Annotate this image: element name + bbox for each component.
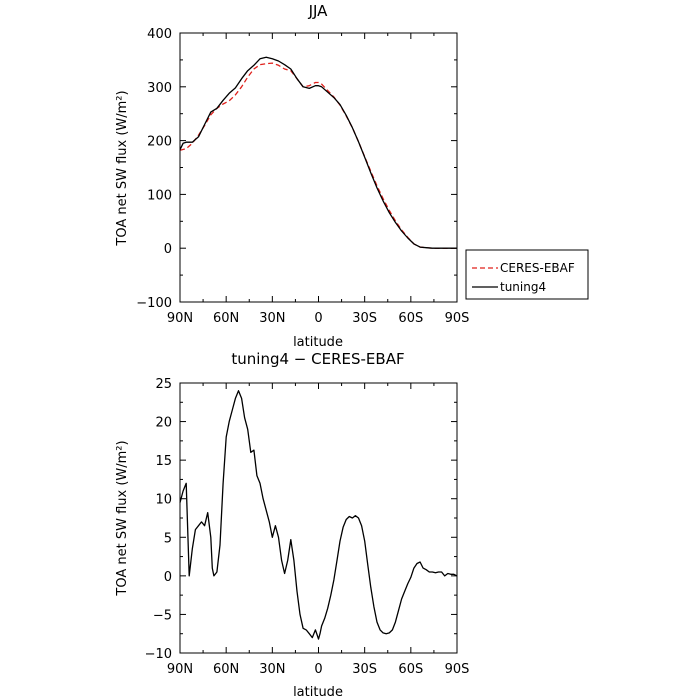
legend-label-ceres-ebaf: CERES-EBAF (500, 261, 575, 275)
bottom-x-tick-label: 0 (314, 662, 322, 677)
top-panel-x-axis-title: latitude (293, 335, 343, 350)
bottom-y-tick-label: −5 (153, 608, 172, 623)
bottom-panel: tuning4 − CERES-EBAF TOA net SW flux (W/… (115, 350, 469, 700)
top-y-tick-label: 300 (147, 81, 172, 96)
bottom-y-tick-label: 20 (155, 416, 172, 431)
top-x-tick-label: 30N (259, 311, 285, 326)
bottom-y-tick-label: 5 (164, 531, 172, 546)
top-panel: JJA TOA net SW flux (W/m²) latitude 90N 6… (115, 2, 469, 350)
top-series-line-tuning4 (179, 56, 457, 249)
bottom-x-tick-label: 90S (445, 662, 470, 677)
top-x-tick-label: 60S (398, 311, 423, 326)
legend: CERES-EBAF tuning4 (465, 249, 589, 300)
bottom-x-tick-label: 30S (352, 662, 377, 677)
top-y-tick-label: −100 (136, 296, 172, 311)
top-x-tick-label: 60N (213, 311, 239, 326)
top-panel-title: JJA (308, 2, 329, 20)
legend-box (465, 249, 589, 300)
top-y-tick-label: 200 (147, 135, 172, 150)
bottom-y-tick-label: 0 (164, 570, 172, 585)
bottom-x-tick-label: 60N (213, 662, 239, 677)
top-y-tick-label: 100 (147, 188, 172, 203)
top-panel-frame (179, 32, 458, 303)
bottom-panel-y-axis-title: TOA net SW flux (W/m²) (115, 440, 130, 596)
bottom-y-tick-label: 15 (155, 454, 172, 469)
bottom-x-tick-label: 60S (398, 662, 423, 677)
bottom-panel-x-axis-title: latitude (293, 685, 343, 700)
bottom-panel-title: tuning4 − CERES-EBAF (231, 350, 404, 368)
top-y-tick-label: 0 (164, 242, 172, 257)
bottom-y-tick-label: −10 (145, 647, 172, 662)
top-panel-y-axis-title: TOA net SW flux (W/m²) (115, 90, 130, 246)
bottom-x-tick-label: 90N (167, 662, 193, 677)
top-y-tick-label: 400 (147, 27, 172, 42)
bottom-x-tick-label: 30N (259, 662, 285, 677)
top-x-tick-label: 30S (352, 311, 377, 326)
top-x-tick-label: 90S (445, 311, 470, 326)
bottom-y-tick-label: 10 (155, 493, 172, 508)
top-x-tick-label: 90N (167, 311, 193, 326)
bottom-y-tick-label: 25 (155, 377, 172, 392)
legend-label-tuning4: tuning4 (500, 280, 546, 294)
top-series-line-ceres-ebaf (179, 62, 457, 249)
top-x-tick-label: 0 (314, 311, 322, 326)
bottom-series-line-diff-0 (179, 390, 458, 640)
